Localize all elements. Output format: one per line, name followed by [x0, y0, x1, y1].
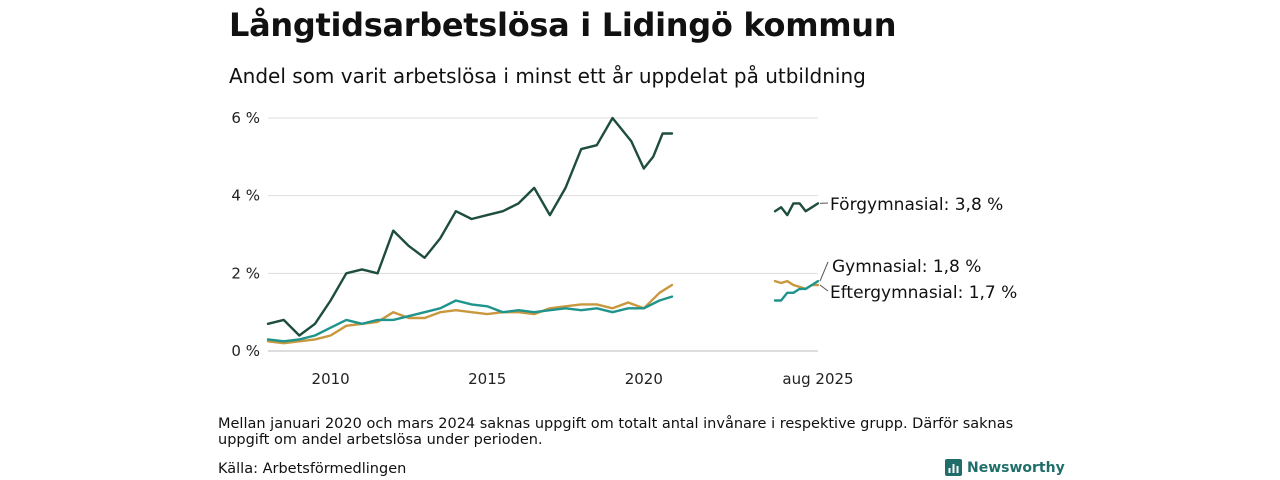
data-gap-note: Mellan januari 2020 och mars 2024 saknas… [218, 416, 1014, 448]
series-end-label: Förgymnasial: 3,8 % [830, 195, 1003, 215]
x-tick-label: 2015 [468, 370, 506, 388]
label-leader-line [819, 284, 829, 292]
y-tick-label: 0 % [231, 342, 260, 360]
newsworthy-icon [945, 459, 962, 476]
chart-subtitle: Andel som varit arbetslösa i minst ett å… [229, 64, 866, 88]
y-tick-label: 2 % [231, 264, 260, 282]
label-leader-line [819, 261, 829, 282]
series-line-gymnasial [773, 279, 820, 302]
series-line-gymnasial [266, 295, 674, 343]
brand-name: Newsworthy [967, 459, 1065, 476]
y-tick-label: 6 % [231, 109, 260, 127]
y-tick-label: 4 % [231, 187, 260, 205]
series-end-label: Gymnasial: 1,8 % [832, 257, 981, 277]
series-line-eftergymnasial [266, 283, 674, 345]
series-end-label: Eftergymnasial: 1,7 % [830, 283, 1017, 303]
source-text: Källa: Arbetsförmedlingen [218, 461, 407, 477]
line-chart: 0 % 2 % 4 % 6 % 2010 2015 2020 aug 2025 Förgymna… [231, 109, 1017, 388]
newsworthy-logo[interactable]: Newsworthy [945, 459, 1065, 476]
x-tick-label: 2010 [312, 370, 350, 388]
series-line-förgymnasial [773, 202, 820, 217]
chart-title: Långtidsarbetslösa i Lidingö kommun [229, 6, 897, 44]
x-tick-label: 2020 [625, 370, 663, 388]
x-end-label: aug 2025 [782, 370, 853, 388]
series-line-förgymnasial [266, 116, 674, 337]
